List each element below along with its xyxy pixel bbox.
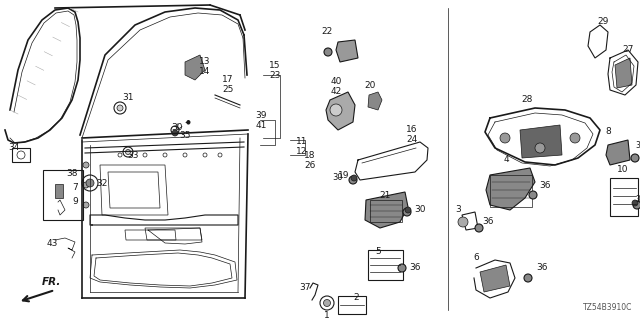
Text: 18: 18 bbox=[304, 150, 316, 159]
Text: 29: 29 bbox=[597, 18, 609, 27]
Text: 16: 16 bbox=[406, 125, 418, 134]
Polygon shape bbox=[326, 92, 355, 130]
Text: 20: 20 bbox=[364, 81, 376, 90]
Polygon shape bbox=[480, 265, 510, 292]
Text: 5: 5 bbox=[375, 247, 381, 257]
Polygon shape bbox=[520, 125, 562, 158]
Text: 23: 23 bbox=[269, 70, 281, 79]
Text: 9: 9 bbox=[72, 197, 78, 206]
Circle shape bbox=[475, 224, 483, 232]
Polygon shape bbox=[606, 140, 630, 165]
Circle shape bbox=[570, 133, 580, 143]
Bar bbox=[490, 175, 532, 207]
Text: 13: 13 bbox=[199, 58, 211, 67]
Circle shape bbox=[323, 300, 330, 307]
Text: 31: 31 bbox=[122, 93, 134, 102]
Text: 3: 3 bbox=[455, 205, 461, 214]
Text: 2: 2 bbox=[353, 293, 359, 302]
Text: 32: 32 bbox=[96, 179, 108, 188]
Bar bbox=[610, 178, 638, 216]
Polygon shape bbox=[365, 192, 408, 228]
Text: 42: 42 bbox=[330, 87, 342, 97]
Text: 11: 11 bbox=[296, 138, 308, 147]
Bar bbox=[43, 170, 83, 220]
Circle shape bbox=[172, 130, 178, 136]
Text: 17: 17 bbox=[222, 76, 234, 84]
Text: 25: 25 bbox=[222, 85, 234, 94]
Text: 28: 28 bbox=[522, 95, 532, 105]
Circle shape bbox=[529, 191, 537, 199]
Circle shape bbox=[349, 176, 357, 184]
Text: 22: 22 bbox=[321, 28, 333, 36]
Circle shape bbox=[535, 143, 545, 153]
Text: 30: 30 bbox=[333, 173, 343, 182]
Polygon shape bbox=[185, 55, 205, 80]
Circle shape bbox=[632, 200, 638, 206]
Text: 30: 30 bbox=[414, 205, 426, 214]
Text: 36: 36 bbox=[635, 140, 640, 149]
Circle shape bbox=[117, 105, 123, 111]
Circle shape bbox=[398, 264, 406, 272]
Polygon shape bbox=[336, 40, 358, 62]
Circle shape bbox=[524, 274, 532, 282]
Bar bbox=[12, 148, 30, 162]
Circle shape bbox=[330, 104, 342, 116]
Text: 1: 1 bbox=[324, 310, 330, 319]
Circle shape bbox=[83, 202, 89, 208]
Text: 10: 10 bbox=[617, 165, 628, 174]
Circle shape bbox=[125, 149, 131, 155]
Text: 34: 34 bbox=[8, 143, 20, 153]
Text: 15: 15 bbox=[269, 60, 281, 69]
Text: 39: 39 bbox=[255, 110, 267, 119]
Text: 38: 38 bbox=[67, 170, 77, 179]
Circle shape bbox=[403, 208, 411, 216]
Polygon shape bbox=[55, 184, 63, 198]
Text: 36: 36 bbox=[540, 180, 551, 189]
Circle shape bbox=[86, 179, 94, 187]
Text: 35: 35 bbox=[179, 131, 191, 140]
Text: 27: 27 bbox=[622, 45, 634, 54]
Text: -●: -● bbox=[184, 119, 191, 124]
Polygon shape bbox=[615, 58, 632, 88]
Polygon shape bbox=[486, 168, 535, 210]
Text: 26: 26 bbox=[304, 161, 316, 170]
Text: FR.: FR. bbox=[42, 277, 61, 287]
Text: 37: 37 bbox=[300, 283, 311, 292]
Text: 40: 40 bbox=[330, 77, 342, 86]
Text: TZ54B3910C: TZ54B3910C bbox=[582, 303, 632, 312]
Text: 36: 36 bbox=[536, 262, 548, 271]
Bar bbox=[338, 296, 366, 314]
Circle shape bbox=[500, 133, 510, 143]
Text: 33: 33 bbox=[127, 150, 139, 159]
Text: 12: 12 bbox=[296, 148, 308, 156]
Circle shape bbox=[633, 201, 640, 209]
Text: 6: 6 bbox=[473, 253, 479, 262]
Text: 36: 36 bbox=[483, 218, 493, 227]
Text: 30: 30 bbox=[635, 196, 640, 204]
Polygon shape bbox=[368, 92, 382, 110]
Text: 14: 14 bbox=[199, 68, 211, 76]
Text: 4: 4 bbox=[503, 156, 509, 164]
Text: 36: 36 bbox=[409, 262, 420, 271]
Bar bbox=[368, 250, 403, 280]
Text: 43: 43 bbox=[46, 238, 58, 247]
Circle shape bbox=[351, 175, 357, 181]
Text: 30: 30 bbox=[172, 124, 183, 132]
Circle shape bbox=[631, 154, 639, 162]
Circle shape bbox=[405, 207, 411, 213]
Circle shape bbox=[83, 162, 89, 168]
Text: 7: 7 bbox=[72, 183, 78, 193]
Bar bbox=[370, 200, 402, 222]
Text: 8: 8 bbox=[605, 127, 611, 137]
Text: 24: 24 bbox=[406, 135, 418, 145]
Text: 41: 41 bbox=[255, 121, 267, 130]
Circle shape bbox=[458, 217, 468, 227]
Circle shape bbox=[83, 182, 89, 188]
Text: 19: 19 bbox=[339, 171, 349, 180]
Circle shape bbox=[324, 48, 332, 56]
Text: 21: 21 bbox=[380, 190, 390, 199]
